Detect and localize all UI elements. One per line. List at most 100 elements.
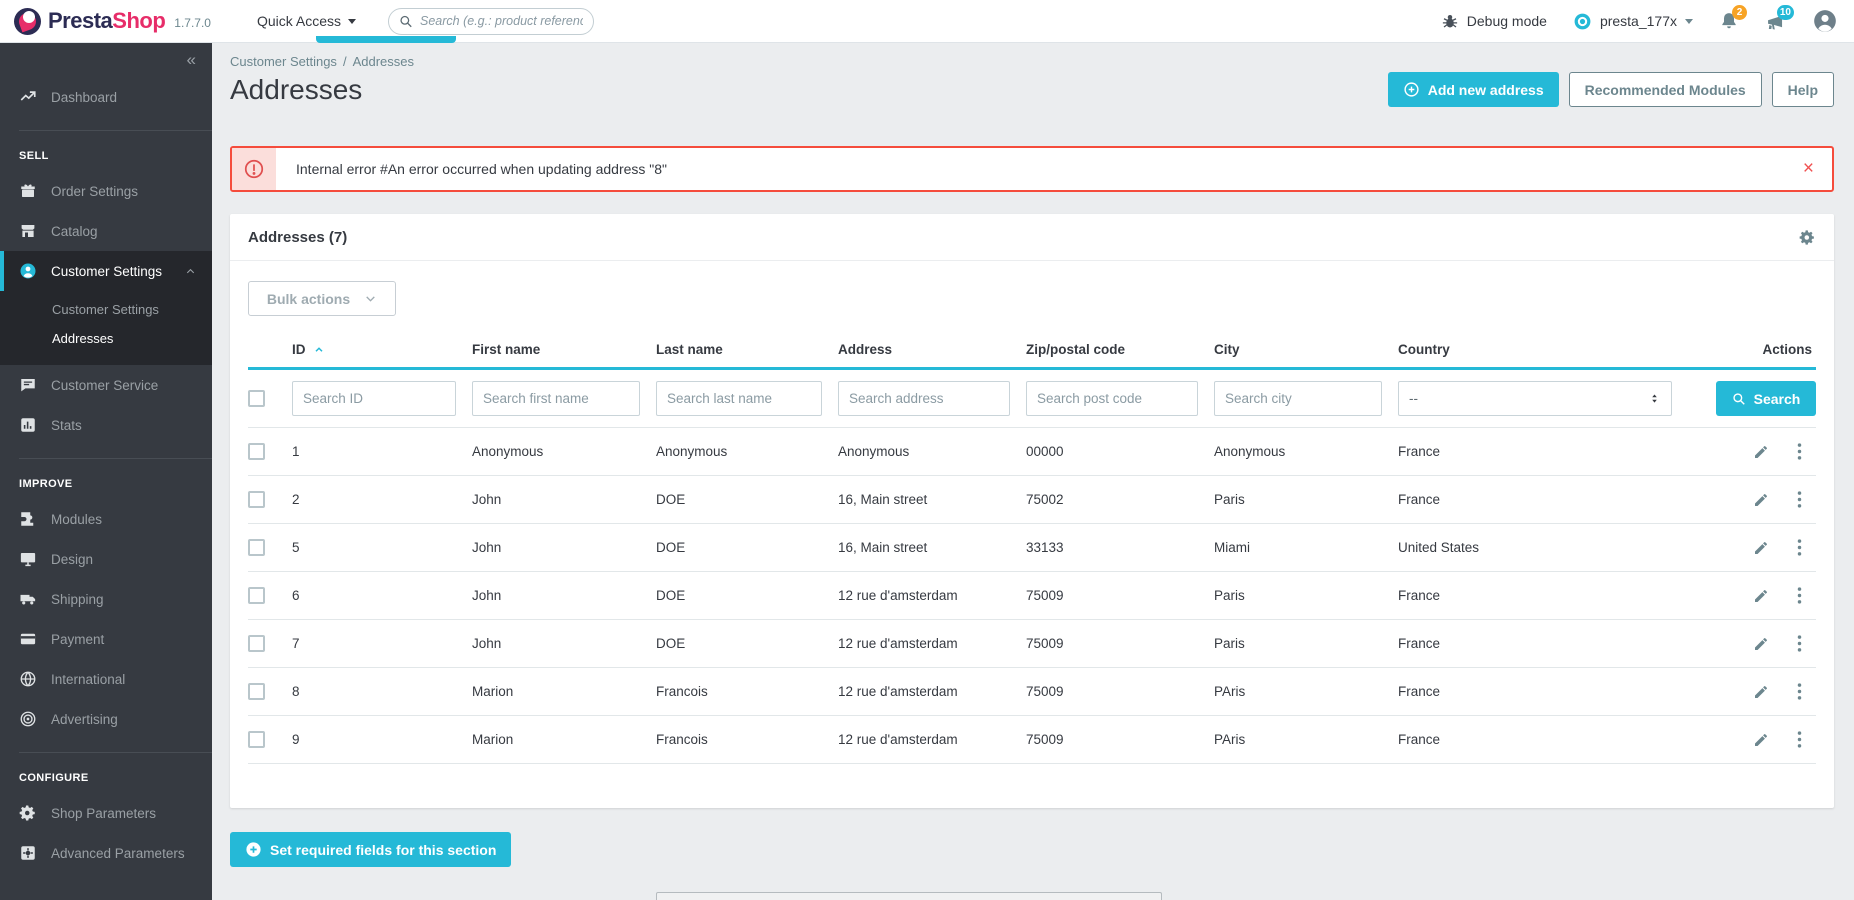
global-search bbox=[388, 7, 595, 35]
bullseye-icon bbox=[20, 711, 36, 727]
row-checkbox[interactable] bbox=[248, 683, 265, 700]
column-header-first-name[interactable]: First name bbox=[472, 342, 541, 357]
search-accent-bar bbox=[316, 36, 456, 43]
sort-asc-icon[interactable] bbox=[313, 344, 325, 356]
table-row[interactable]: 1 Anonymous Anonymous Anonymous 00000 An… bbox=[248, 428, 1816, 476]
row-checkbox[interactable] bbox=[248, 443, 265, 460]
table-row[interactable]: 2 John DOE 16, Main street 75002 Paris F… bbox=[248, 476, 1816, 524]
column-header-last-name[interactable]: Last name bbox=[656, 342, 723, 357]
set-required-fields-button[interactable]: Set required fields for this section bbox=[230, 832, 512, 867]
row-checkbox[interactable] bbox=[248, 539, 265, 556]
edit-button[interactable] bbox=[1753, 444, 1769, 460]
sidebar-item-advanced-parameters[interactable]: Advanced Parameters bbox=[0, 833, 212, 873]
sidebar-item-order-settings[interactable]: Order Settings bbox=[0, 171, 212, 211]
bar-chart-icon bbox=[21, 418, 35, 432]
row-menu-button[interactable] bbox=[1797, 634, 1802, 653]
gear-square-icon bbox=[21, 846, 35, 860]
sidebar-collapse-button[interactable]: « bbox=[0, 43, 212, 77]
dashboard-icon bbox=[20, 91, 36, 101]
page-title: Addresses bbox=[230, 73, 363, 105]
row-menu-button[interactable] bbox=[1797, 586, 1802, 605]
view-shop-icon bbox=[1574, 13, 1591, 29]
edit-button[interactable] bbox=[1753, 492, 1769, 508]
column-header-city[interactable]: City bbox=[1214, 342, 1240, 357]
filter-address-input[interactable] bbox=[838, 381, 1010, 416]
sidebar-section-sell: SELL bbox=[19, 150, 49, 162]
sidebar-item-modules[interactable]: Modules bbox=[0, 499, 212, 539]
topbar-right: Debug mode presta_177x 2 10 bbox=[1441, 4, 1838, 34]
sidebar-item-payment[interactable]: Payment bbox=[0, 619, 212, 659]
edit-button[interactable] bbox=[1753, 588, 1769, 604]
sidebar-subitem-addresses[interactable]: Addresses bbox=[52, 331, 114, 346]
plus-circle-icon bbox=[246, 842, 261, 857]
sidebar-item-design[interactable]: Design bbox=[0, 539, 212, 579]
filter-country-select[interactable]: -- bbox=[1398, 381, 1672, 416]
filter-first-name-input[interactable] bbox=[472, 381, 640, 416]
alert-close-button[interactable]: × bbox=[1785, 148, 1832, 190]
sidebar-item-dashboard[interactable]: Dashboard bbox=[0, 77, 212, 117]
edit-button[interactable] bbox=[1753, 540, 1769, 556]
sidebar-item-customer-settings[interactable]: Customer Settings bbox=[0, 251, 212, 291]
row-menu-button[interactable] bbox=[1797, 442, 1802, 461]
sidebar-item-catalog[interactable]: Catalog bbox=[0, 211, 212, 251]
recommended-modules-button[interactable]: Recommended Modules bbox=[1568, 72, 1762, 107]
kebab-menu-icon bbox=[1797, 587, 1802, 604]
notifications-button[interactable]: 2 bbox=[1719, 5, 1747, 31]
table-row[interactable]: 9 Marion Francois 12 rue d'amsterdam 750… bbox=[248, 716, 1816, 764]
debug-mode-button[interactable]: Debug mode bbox=[1441, 12, 1547, 30]
column-header-id[interactable]: ID bbox=[292, 342, 472, 357]
column-header-zip[interactable]: Zip/postal code bbox=[1026, 342, 1126, 357]
quick-access-dropdown[interactable]: Quick Access bbox=[257, 13, 357, 29]
global-search-input[interactable] bbox=[420, 14, 584, 28]
filter-last-name-input[interactable] bbox=[656, 381, 822, 416]
shop-selector-dropdown[interactable]: presta_177x bbox=[1573, 12, 1693, 31]
row-checkbox[interactable] bbox=[248, 635, 265, 652]
help-button[interactable]: Help bbox=[1771, 72, 1834, 107]
pencil-icon bbox=[1755, 445, 1767, 458]
version-label: 1.7.7.0 bbox=[174, 16, 211, 30]
notifications-badge: 2 bbox=[1732, 5, 1747, 20]
row-menu-button[interactable] bbox=[1797, 730, 1802, 749]
table-row[interactable]: 8 Marion Francois 12 rue d'amsterdam 750… bbox=[248, 668, 1816, 716]
sidebar-item-stats[interactable]: Stats bbox=[0, 405, 212, 445]
edit-button[interactable] bbox=[1753, 684, 1769, 700]
sidebar-item-advertising[interactable]: Advertising bbox=[0, 699, 212, 739]
filter-city-input[interactable] bbox=[1214, 381, 1382, 416]
pencil-icon bbox=[1755, 733, 1767, 746]
column-header-country[interactable]: Country bbox=[1398, 342, 1450, 357]
announcements-button[interactable]: 10 bbox=[1765, 4, 1794, 32]
filter-id-input[interactable] bbox=[292, 381, 456, 416]
sidebar-item-customer-service[interactable]: Customer Service bbox=[0, 365, 212, 405]
filter-zip-input[interactable] bbox=[1026, 381, 1198, 416]
alert-icon-box bbox=[232, 148, 276, 190]
column-header-address[interactable]: Address bbox=[838, 342, 893, 357]
select-all-checkbox[interactable] bbox=[248, 390, 265, 407]
sidebar-item-shipping[interactable]: Shipping bbox=[0, 579, 212, 619]
row-menu-button[interactable] bbox=[1797, 682, 1802, 701]
bulk-actions-dropdown[interactable]: Bulk actions bbox=[248, 281, 396, 316]
search-button[interactable]: Search bbox=[1716, 381, 1816, 416]
prestashop-logo[interactable]: PrestaShop bbox=[14, 7, 166, 35]
row-menu-button[interactable] bbox=[1797, 538, 1802, 557]
sidebar-item-international[interactable]: International bbox=[0, 659, 212, 699]
profile-button[interactable] bbox=[1812, 8, 1838, 34]
edit-button[interactable] bbox=[1753, 636, 1769, 652]
sidebar-subitem-customer-settings[interactable]: Customer Settings bbox=[52, 302, 159, 317]
table-row[interactable]: 7 John DOE 12 rue d'amsterdam 75009 Pari… bbox=[248, 620, 1816, 668]
row-checkbox[interactable] bbox=[248, 731, 265, 748]
prestashop-wordmark: PrestaShop bbox=[48, 8, 166, 33]
add-new-address-button[interactable]: Add new address bbox=[1387, 72, 1559, 107]
sidebar-item-shop-parameters[interactable]: Shop Parameters bbox=[0, 793, 212, 833]
row-checkbox[interactable] bbox=[248, 491, 265, 508]
breadcrumb-parent[interactable]: Customer Settings bbox=[230, 54, 337, 69]
row-menu-button[interactable] bbox=[1797, 490, 1802, 509]
table-row[interactable]: 6 John DOE 12 rue d'amsterdam 75009 Pari… bbox=[248, 572, 1816, 620]
kebab-menu-icon bbox=[1797, 731, 1802, 748]
row-checkbox[interactable] bbox=[248, 587, 265, 604]
panel-title: Addresses (7) bbox=[248, 228, 348, 246]
table-row[interactable]: 5 John DOE 16, Main street 33133 Miami U… bbox=[248, 524, 1816, 572]
kebab-menu-icon bbox=[1797, 539, 1802, 556]
panel-settings-button[interactable] bbox=[1799, 229, 1816, 246]
truck-icon bbox=[20, 594, 36, 605]
edit-button[interactable] bbox=[1753, 732, 1769, 748]
